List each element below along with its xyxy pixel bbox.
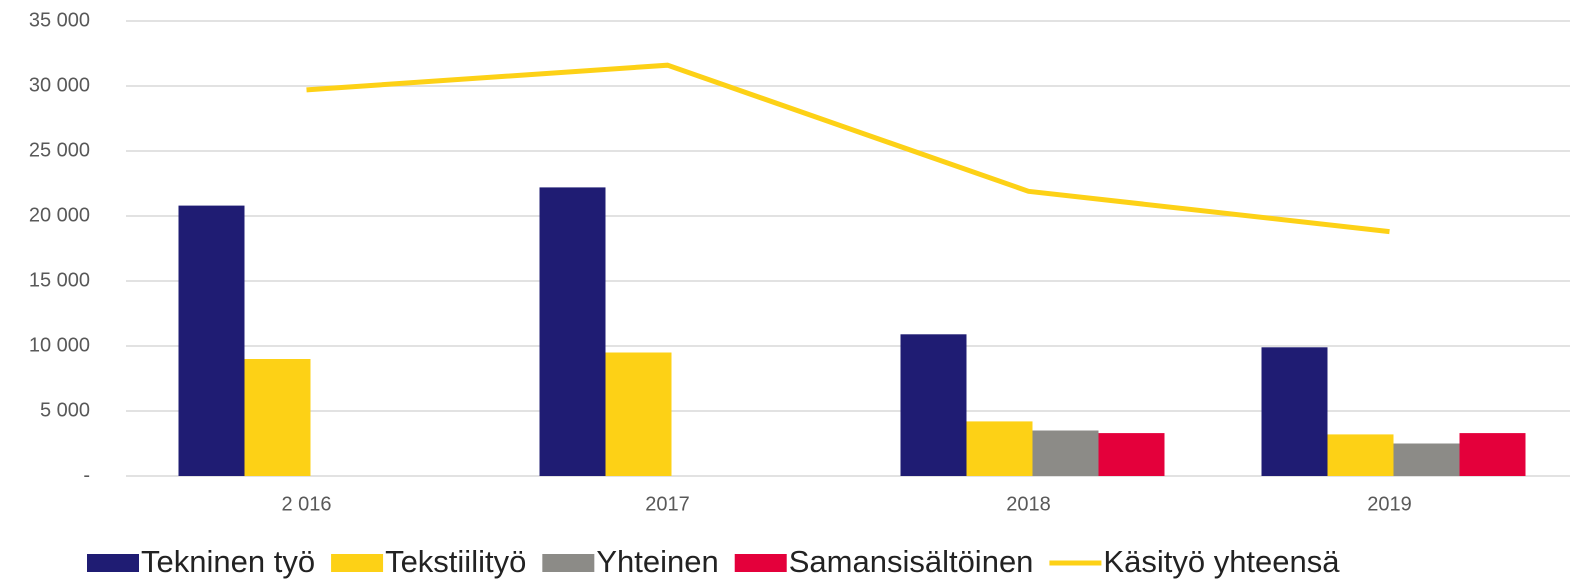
bar [966, 421, 1033, 476]
bar [1393, 443, 1460, 476]
x-tick-label: 2018 [1006, 493, 1051, 515]
bar [1327, 434, 1394, 476]
y-tick-label: 35 000 [29, 9, 90, 31]
legend-label: Samansisältöinen [789, 544, 1034, 579]
legend-swatch [331, 554, 384, 572]
bar [605, 352, 672, 476]
bar [178, 205, 245, 476]
bar [1098, 433, 1165, 476]
line [306, 62, 1390, 235]
bar [1261, 347, 1328, 476]
x-tick-label: 2017 [645, 493, 690, 515]
y-tick-label: - [83, 464, 90, 486]
legend-label: Käsityö yhteensä [1103, 544, 1340, 579]
y-tick-label: 20 000 [29, 204, 90, 226]
y-tick-label: 25 000 [29, 139, 90, 161]
y-tick-label: 15 000 [29, 269, 90, 291]
bar [539, 187, 606, 476]
bar [1032, 430, 1099, 476]
y-tick-label: 5 000 [40, 399, 90, 421]
legend-label: Yhteinen [596, 544, 718, 579]
y-tick-label: 30 000 [29, 74, 90, 96]
bar [900, 334, 967, 476]
legend-swatch [87, 554, 139, 572]
legend-label: Tekstiilityö [385, 544, 526, 579]
y-tick-label: 10 000 [29, 334, 90, 356]
bar [1459, 433, 1526, 476]
legend-label: Tekninen työ [141, 544, 315, 579]
bar [244, 359, 311, 476]
legend-swatch [734, 554, 787, 572]
x-tick-label: 2 016 [281, 493, 331, 515]
legend-swatch [542, 554, 595, 572]
x-tick-label: 2019 [1367, 493, 1412, 515]
